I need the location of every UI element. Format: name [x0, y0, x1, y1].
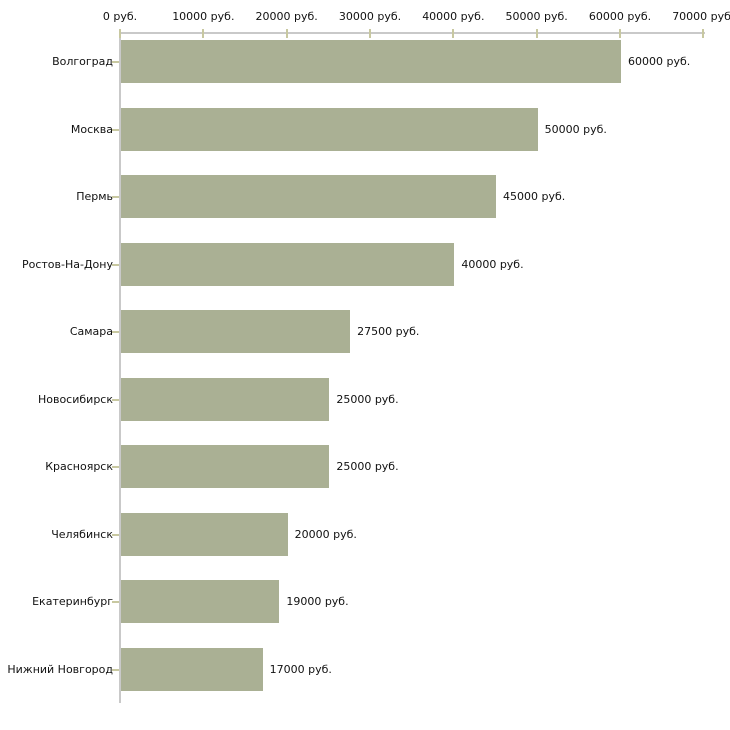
bar-5 — [121, 310, 351, 353]
category-label: Екатеринбург — [32, 595, 113, 608]
value-label: 50000 руб. — [544, 122, 607, 136]
value-label: 17000 руб. — [269, 662, 332, 676]
x-axis-tick-label: 10000 руб. — [172, 10, 235, 23]
x-axis-tick-mark — [202, 29, 205, 38]
category-tick-mark — [112, 263, 119, 266]
category-tick-mark — [112, 533, 119, 536]
bar-8 — [121, 512, 288, 556]
value-label: 25000 руб. — [336, 392, 399, 406]
x-axis-tick-label: 40000 руб. — [422, 10, 485, 23]
x-axis-tick-label: 0 руб. — [102, 10, 138, 23]
category-label: Пермь — [76, 190, 113, 203]
x-axis-tick-mark — [452, 29, 455, 38]
category-label: Нижний Новгород — [7, 662, 113, 676]
x-axis-tick-mark — [702, 29, 705, 38]
category-label: Ростов-На-Дону — [21, 257, 113, 271]
x-axis-tick-mark — [618, 29, 621, 38]
x-axis-tick-mark — [119, 29, 121, 38]
category-label: Москва — [70, 122, 113, 136]
x-axis-tick-label: 30000 руб. — [338, 10, 402, 23]
bar-9 — [121, 580, 280, 623]
x-axis-tick-mark — [535, 29, 538, 38]
bar-7 — [121, 445, 330, 488]
y-axis-line — [119, 32, 121, 703]
category-label: Самара — [69, 325, 113, 338]
category-tick-mark — [112, 398, 119, 401]
x-axis-tick-label: 20000 руб. — [255, 10, 318, 23]
category-tick-mark — [112, 601, 119, 603]
category-label: Волгоград — [52, 55, 113, 68]
x-axis-tick-label: 60000 руб. — [588, 10, 652, 23]
value-label: 20000 руб. — [294, 527, 357, 541]
category-tick-mark — [112, 196, 119, 198]
bar-3 — [121, 175, 496, 218]
category-tick-mark — [112, 61, 119, 63]
value-label: 60000 руб. — [627, 55, 691, 68]
category-tick-mark — [112, 668, 119, 671]
bar-1 — [121, 40, 621, 83]
x-axis-line — [119, 32, 705, 34]
value-label: 27500 руб. — [357, 325, 420, 338]
category-tick-mark — [112, 128, 119, 131]
category-label: Новосибирск — [37, 392, 113, 406]
value-label: 19000 руб. — [286, 595, 349, 608]
category-tick-mark — [112, 331, 119, 333]
category-tick-mark — [112, 466, 119, 468]
value-label: 45000 руб. — [502, 190, 566, 203]
bar-6 — [121, 377, 330, 421]
x-axis-tick-mark — [285, 29, 288, 38]
value-label: 25000 руб. — [336, 460, 399, 473]
value-label: 40000 руб. — [461, 257, 524, 271]
category-label: Челябинск — [51, 527, 113, 541]
bar-2 — [121, 107, 538, 151]
x-axis-tick-mark — [368, 29, 371, 38]
bar-10 — [121, 647, 263, 691]
category-label: Красноярск — [45, 460, 113, 473]
x-axis-tick-label: 50000 руб. — [505, 10, 568, 23]
x-axis-tick-label: 70000 руб. — [672, 10, 730, 23]
bar-4 — [121, 242, 455, 286]
